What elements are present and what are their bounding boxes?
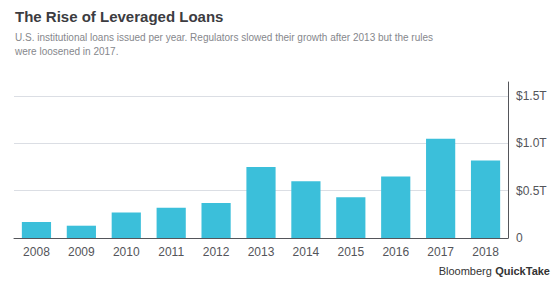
svg-text:U.S. institutional loans issue: U.S. institutional loans issued per year…	[15, 32, 433, 43]
svg-text:$1.5T: $1.5T	[516, 89, 547, 103]
svg-text:$1.0T: $1.0T	[516, 136, 547, 150]
svg-text:2016: 2016	[382, 245, 409, 259]
svg-text:2017: 2017	[427, 245, 454, 259]
svg-text:2012: 2012	[203, 245, 230, 259]
svg-text:2009: 2009	[68, 245, 95, 259]
svg-text:2013: 2013	[248, 245, 275, 259]
svg-text:were loosened in 2017.: were loosened in 2017.	[14, 46, 118, 57]
svg-text:2014: 2014	[293, 245, 320, 259]
svg-text:2010: 2010	[113, 245, 140, 259]
svg-text:2011: 2011	[158, 245, 184, 259]
svg-text:0: 0	[516, 231, 523, 245]
svg-text:The Rise of Leveraged Loans: The Rise of Leveraged Loans	[15, 8, 223, 25]
svg-text:$0.5T: $0.5T	[516, 184, 547, 198]
svg-text:Bloomberg: Bloomberg	[439, 265, 492, 277]
svg-text:2008: 2008	[23, 245, 50, 259]
svg-text:QuickTake: QuickTake	[495, 265, 550, 277]
svg-text:2015: 2015	[337, 245, 364, 259]
svg-text:2018: 2018	[472, 245, 499, 259]
